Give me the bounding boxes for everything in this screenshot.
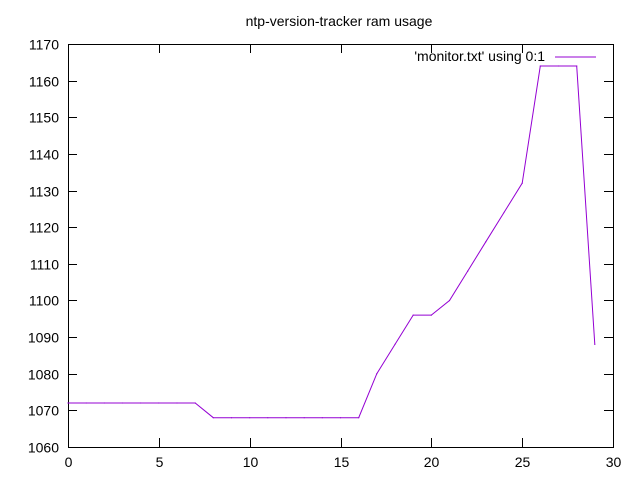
data-point [67, 402, 69, 404]
data-point [430, 314, 432, 316]
y-tick-label: 1060 [28, 440, 59, 456]
y-tick-label: 1170 [29, 37, 59, 53]
data-point [376, 373, 378, 375]
data-point [539, 65, 541, 67]
x-tick-label: 0 [65, 454, 73, 470]
y-tick-label: 1120 [29, 220, 59, 236]
chart-title: ntp-version-tracker ram usage [246, 13, 433, 29]
y-axis: 1060 1070 1080 1090 1100 1110 1120 1130 1140 1150… [28, 37, 613, 456]
y-tick-label: 1150 [29, 110, 59, 126]
data-point [85, 402, 87, 404]
data-point [103, 402, 105, 404]
data-point [503, 211, 505, 214]
data-point [594, 343, 596, 345]
data-point [285, 417, 287, 419]
x-tick-label: 5 [156, 454, 164, 470]
x-tick-label: 15 [334, 454, 350, 470]
y-tick-label: 1090 [28, 330, 59, 346]
x-tick-label: 25 [515, 454, 531, 470]
y-tick-label: 1080 [28, 367, 59, 383]
data-point [321, 417, 323, 419]
plot-frame [68, 44, 614, 448]
data-point [176, 402, 178, 404]
data-point [140, 402, 142, 404]
data-point [448, 299, 451, 302]
data-point [212, 417, 214, 419]
series-layer [67, 65, 596, 419]
data-point [521, 182, 523, 184]
data-point [249, 417, 251, 419]
y-tick-label: 1140 [29, 147, 59, 163]
y-tick-label: 1160 [29, 74, 59, 90]
x-tick-label: 30 [606, 454, 622, 470]
data-point [303, 417, 305, 419]
data-point [557, 65, 560, 67]
legend-label: 'monitor.txt' using 0:1 [414, 48, 545, 64]
data-point [358, 417, 360, 419]
data-point [121, 402, 124, 404]
data-point [339, 417, 342, 419]
data-point [485, 241, 487, 243]
data-point [230, 417, 233, 419]
y-tick-label: 1100 [29, 293, 59, 309]
data-point [267, 417, 269, 419]
data-point [394, 343, 396, 345]
data-point [194, 402, 196, 404]
series-line [68, 65, 596, 419]
data-point [467, 270, 469, 272]
y-tick-label: 1110 [30, 257, 59, 273]
y-tick-label: 1070 [28, 403, 59, 419]
data-point [412, 314, 414, 316]
legend: 'monitor.txt' using 0:1 [414, 48, 596, 64]
data-point [576, 65, 578, 67]
y-tick-label: 1130 [29, 184, 59, 200]
data-point [158, 402, 160, 404]
x-tick-label: 10 [243, 454, 259, 470]
x-axis: 0 5 10 15 20 25 30 [65, 44, 622, 470]
x-tick-label: 20 [424, 454, 440, 470]
